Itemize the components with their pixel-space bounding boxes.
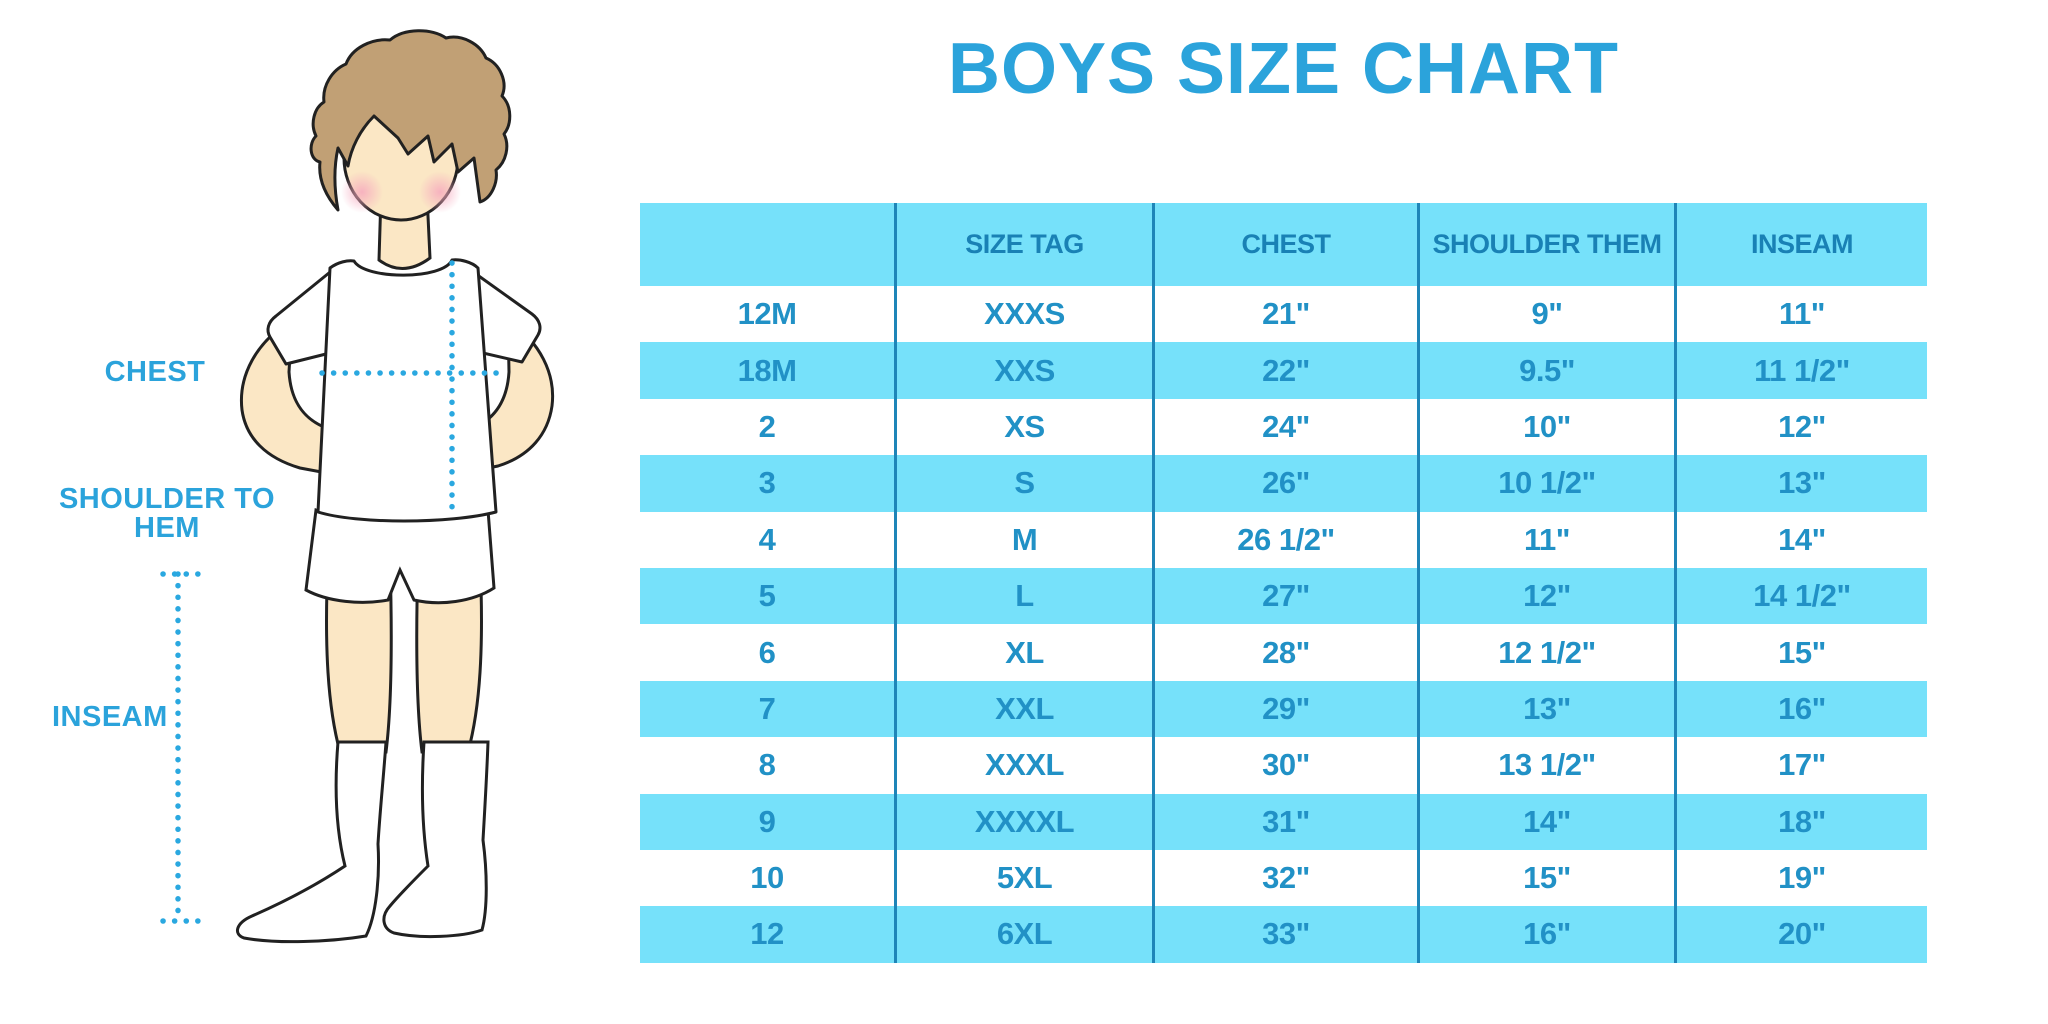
table-cell: 3 (640, 455, 897, 512)
table-cell: 13" (1677, 455, 1927, 512)
header-cell (640, 203, 897, 286)
table-cell: 9.5" (1420, 342, 1677, 399)
page-title: BOYS SIZE CHART (947, 29, 1620, 109)
table-cell: M (897, 511, 1155, 568)
table-cell: XS (897, 398, 1155, 456)
table-cell: 26" (1155, 455, 1420, 512)
table-cell: 14 1/2" (1677, 567, 1927, 625)
table-cell: 5XL (897, 849, 1155, 907)
table-cell: XXXS (897, 286, 1155, 343)
table-cell: 2 (640, 398, 897, 456)
table-cell: 12 (640, 906, 897, 963)
table-cell: 9 (640, 793, 897, 850)
table-cell: 31" (1155, 793, 1420, 850)
measurement-diagram: CHEST SHOULDER TO HEM INSEAM (0, 0, 560, 1024)
boy-left-sleeve (266, 262, 342, 366)
inseam-measure-line (160, 571, 202, 924)
table-cell: 4 (640, 511, 897, 568)
table-cell: 10" (1420, 398, 1677, 456)
boy-left-sock (235, 740, 388, 944)
table-cell: XXL (897, 680, 1155, 738)
boy-shirt (316, 258, 498, 523)
table-cell: 22" (1155, 342, 1420, 399)
table-cell: 11 1/2" (1677, 342, 1927, 399)
boy-right-sock (382, 740, 490, 939)
table-cell: 21" (1155, 286, 1420, 343)
table-cell: 15" (1420, 849, 1677, 907)
table-cell: 30" (1155, 737, 1420, 794)
table-cell: 20" (1677, 906, 1927, 963)
table-cell: 10 (640, 849, 897, 907)
table-cell: 12" (1420, 567, 1677, 625)
table-cell: 33" (1155, 906, 1420, 963)
boy-hair (309, 29, 512, 212)
table-cell: S (897, 455, 1155, 512)
table-cell: XXS (897, 342, 1155, 399)
header-cell: CHEST (1155, 203, 1420, 286)
table-cell: 14" (1420, 793, 1677, 850)
table-cell: L (897, 567, 1155, 625)
boy-left-arm (239, 317, 334, 476)
table-cell: 14" (1778, 521, 1826, 557)
boy-shorts (304, 508, 496, 605)
table-cell: 28" (1155, 624, 1420, 681)
shoulder-to-hem-label: SHOULDER TO HEM (58, 483, 276, 544)
boy-illustration (160, 29, 555, 944)
table-cell: 32" (1155, 849, 1420, 907)
boy-cheek-left (341, 171, 383, 213)
table-cell: 12M (640, 286, 897, 343)
table-cell: 13" (1420, 680, 1677, 738)
table-cell: 16" (1677, 680, 1927, 738)
table-cell: 12" (1778, 408, 1826, 444)
table-cell: 18M (640, 342, 897, 399)
chest-label: CHEST (104, 356, 206, 388)
table-cell: 19" (1778, 860, 1826, 896)
header-cell: SHOULDER THEM (1420, 203, 1677, 286)
table-cell: 16" (1420, 906, 1677, 963)
table-cell: 13 1/2" (1420, 737, 1677, 794)
table-cell: 11" (1420, 511, 1677, 568)
header-cell: INSEAM (1677, 203, 1927, 286)
inseam-label: INSEAM (52, 701, 168, 733)
table-cell: 8 (640, 737, 897, 794)
table-cell: 10 1/2" (1420, 455, 1677, 512)
table-cell: XL (897, 624, 1155, 681)
size-table: SIZE TAG CHEST SHOULDER THEM INSEAM 12M XXXS 2… (640, 203, 1927, 963)
table-cell: 6 (640, 624, 897, 681)
table-cell: 15" (1778, 634, 1826, 670)
table-cell: 11" (1779, 296, 1825, 332)
table-cell: 26 1/2" (1155, 511, 1420, 568)
table-cell: 17" (1778, 747, 1826, 783)
table-cell: 6XL (897, 906, 1155, 963)
table-cell: 12 1/2" (1420, 624, 1677, 681)
table-cell: 18" (1677, 793, 1927, 850)
table-cell: XXXXL (897, 793, 1155, 850)
table-cell: 29" (1155, 680, 1420, 738)
table-cell: XXXL (897, 737, 1155, 794)
table-cell: 27" (1155, 567, 1420, 625)
boy-cheek-right (419, 171, 461, 213)
table-cell: 24" (1155, 398, 1420, 456)
table-cell: 7 (640, 680, 897, 738)
table-cell: 9" (1420, 286, 1677, 343)
header-cell: SIZE TAG (897, 203, 1155, 286)
table-cell: 5 (640, 567, 897, 625)
